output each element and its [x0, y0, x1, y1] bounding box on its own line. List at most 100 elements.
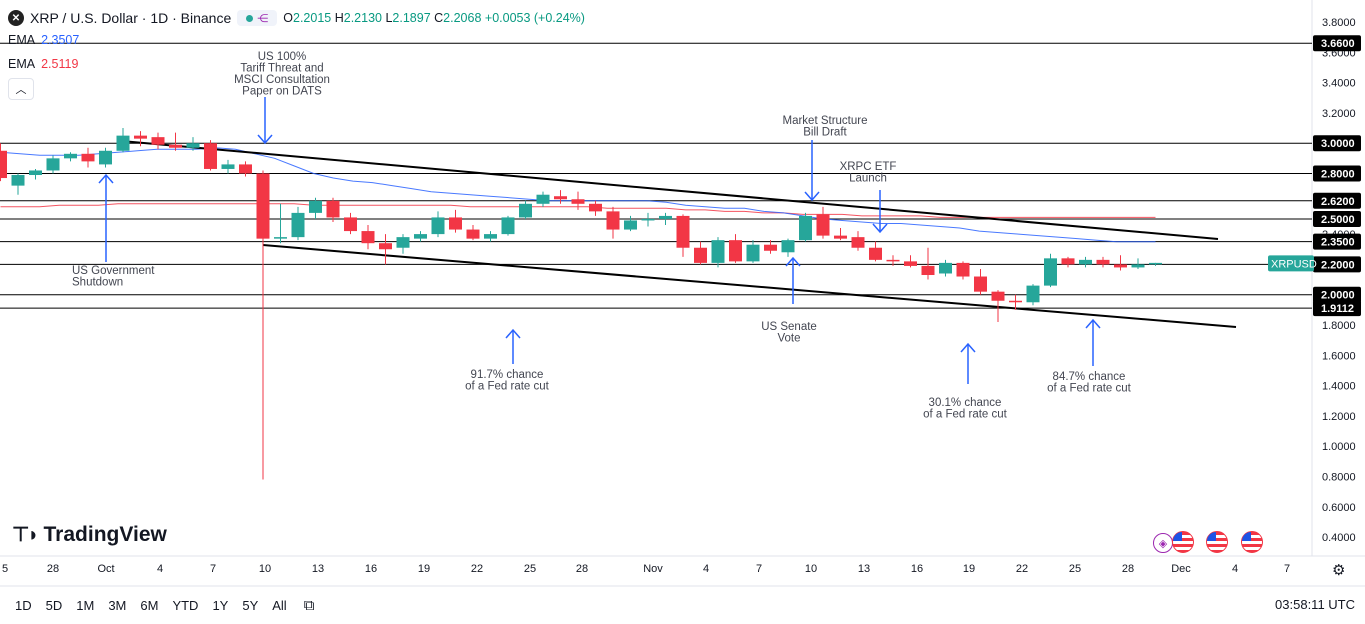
upper-trendline[interactable] — [121, 140, 1219, 240]
candle[interactable] — [939, 259, 952, 277]
candle[interactable] — [1149, 262, 1162, 266]
candle[interactable] — [781, 238, 795, 257]
candle[interactable] — [116, 128, 130, 153]
candle[interactable] — [694, 241, 707, 265]
candle[interactable] — [466, 225, 480, 241]
timeframe-5y[interactable]: 5Y — [242, 597, 259, 613]
candle[interactable] — [151, 132, 165, 150]
candle[interactable] — [974, 268, 987, 295]
candle[interactable] — [589, 200, 602, 216]
candle[interactable] — [519, 200, 532, 219]
candle[interactable] — [326, 197, 340, 222]
candle[interactable] — [764, 240, 777, 254]
candle[interactable] — [0, 143, 7, 182]
candle[interactable] — [956, 261, 970, 280]
candle[interactable] — [991, 290, 1005, 322]
candle[interactable] — [274, 203, 287, 244]
candle[interactable] — [414, 231, 427, 242]
candle[interactable] — [46, 155, 60, 174]
candle[interactable] — [904, 255, 917, 268]
gear-icon[interactable]: ⚙ — [1332, 562, 1346, 579]
candle[interactable] — [1061, 256, 1075, 268]
timeframe-6m[interactable]: 6M — [140, 597, 159, 613]
timeframe-1d[interactable]: 1D — [15, 597, 32, 613]
us-flag-event-icon[interactable] — [1241, 531, 1263, 553]
candle[interactable] — [396, 234, 410, 254]
candle[interactable] — [1044, 253, 1057, 288]
candle[interactable] — [81, 147, 95, 168]
us-flag-event-icon[interactable] — [1172, 531, 1194, 553]
lower-trendline[interactable] — [262, 244, 1237, 328]
candle[interactable] — [291, 206, 305, 241]
candle[interactable] — [186, 137, 200, 151]
candle[interactable] — [1009, 294, 1022, 310]
collapse-legend-button[interactable]: ︿ — [8, 78, 34, 100]
candle[interactable] — [606, 206, 620, 239]
candle[interactable] — [379, 234, 392, 265]
candle[interactable] — [1096, 256, 1110, 268]
calendar-range-icon[interactable]: ⧉ — [303, 596, 315, 614]
timeframe-all[interactable]: All — [272, 597, 287, 613]
candle[interactable] — [169, 132, 182, 151]
candle[interactable] — [221, 159, 235, 174]
market-status-badge[interactable]: ⋲ — [237, 10, 278, 26]
candle[interactable] — [921, 247, 935, 280]
candle[interactable] — [746, 240, 760, 263]
candle[interactable] — [816, 206, 830, 239]
ema-fast-legend[interactable]: EMA 2.3507 — [8, 33, 80, 47]
candle[interactable] — [11, 173, 25, 195]
symbol-title[interactable]: XRP / U.S. Dollar · 1D · Binance — [30, 10, 232, 26]
candle[interactable] — [501, 215, 515, 236]
us-flag-event-icon[interactable] — [1206, 531, 1228, 553]
candle[interactable] — [1026, 284, 1040, 306]
candle[interactable] — [204, 140, 217, 171]
candle[interactable] — [256, 170, 270, 480]
candle[interactable] — [361, 225, 375, 250]
candle[interactable] — [799, 212, 812, 242]
candle[interactable] — [344, 212, 357, 235]
candle[interactable] — [64, 152, 77, 162]
candle[interactable] — [1131, 258, 1145, 269]
timeframe-1y[interactable]: 1Y — [212, 597, 229, 613]
candle[interactable] — [624, 215, 637, 232]
tradingview-logo[interactable]: ⊤◗ TradingView — [12, 522, 167, 547]
candle[interactable] — [676, 214, 690, 257]
candle[interactable] — [449, 209, 462, 233]
candle[interactable] — [641, 212, 655, 227]
timeframe-ytd[interactable]: YTD — [172, 597, 199, 613]
candle[interactable] — [554, 190, 567, 204]
candle[interactable] — [571, 191, 585, 210]
symbol-price-tag[interactable] — [1268, 255, 1314, 272]
candle[interactable] — [1114, 255, 1127, 271]
candle[interactable] — [29, 168, 42, 180]
candle[interactable] — [1079, 256, 1092, 268]
close-x-icon[interactable]: ✕ — [8, 10, 24, 26]
timeframe-3m[interactable]: 3M — [108, 597, 127, 613]
candle[interactable] — [239, 161, 252, 177]
candle[interactable] — [536, 191, 550, 207]
candle[interactable] — [309, 197, 322, 219]
timeframe-5d[interactable]: 5D — [45, 597, 63, 613]
candle[interactable] — [869, 241, 882, 262]
candle[interactable] — [834, 228, 847, 241]
candle[interactable] — [659, 212, 672, 226]
candle[interactable] — [886, 255, 900, 266]
candle[interactable] — [711, 237, 725, 268]
timeframe-1m[interactable]: 1M — [76, 597, 95, 613]
utc-clock[interactable]: 03:58:11 UTC — [1275, 597, 1355, 612]
candle[interactable] — [851, 231, 865, 251]
candle[interactable] — [99, 147, 112, 168]
candle[interactable] — [431, 211, 445, 238]
candle[interactable] — [134, 131, 147, 147]
candle[interactable] — [729, 234, 742, 263]
ema-slow-legend[interactable]: EMA 2.5119 — [8, 57, 79, 71]
